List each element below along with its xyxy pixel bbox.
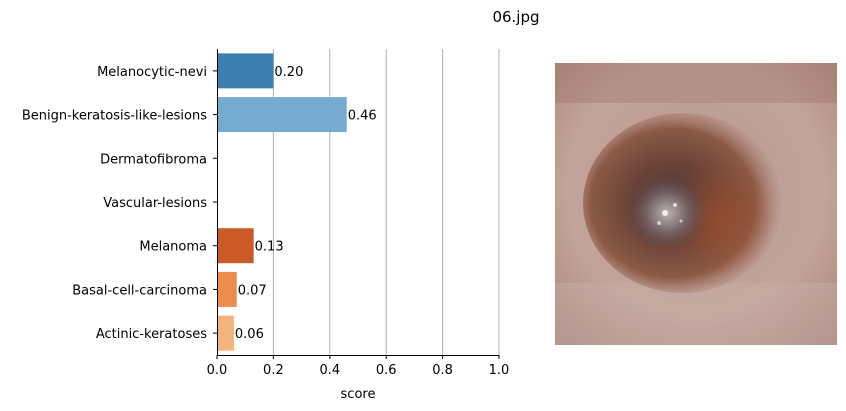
category-label: Benign-keratosis-like-lesions	[22, 109, 207, 124]
x-tick-label: 0.8	[432, 363, 453, 378]
category-label: Vascular-lesions	[103, 196, 207, 211]
lesion-photo-icon	[555, 63, 837, 345]
value-label: 0.13	[255, 240, 284, 255]
value-label: 0.06	[235, 327, 264, 342]
x-tick-label: 1.0	[489, 363, 510, 378]
category-label: Melanocytic-nevi	[97, 65, 207, 80]
x-tick-label: 0.4	[319, 363, 340, 378]
x-tick-label: 0.2	[263, 363, 284, 378]
grid-lines	[272, 49, 500, 355]
value-label: 0.46	[348, 109, 377, 124]
x-tick-label: 0.6	[376, 363, 397, 378]
figure-title: 06.jpg	[492, 8, 540, 26]
x-axis-label: score	[341, 387, 376, 402]
x-ticks: 0.0 0.2 0.4 0.6 0.8 1.0	[207, 355, 510, 378]
bar-basal-cell-carcinoma	[217, 271, 237, 307]
bar-benign-keratosis-like-lesions	[217, 97, 347, 133]
bar-actinic-keratoses	[217, 315, 234, 351]
category-label: Dermatofibroma	[100, 152, 207, 167]
category-label: Basal-cell-carcinoma	[72, 283, 207, 298]
bar-melanocytic-nevi	[217, 53, 274, 89]
value-label: 0.20	[274, 65, 303, 80]
bars	[217, 53, 347, 351]
bar-melanoma	[217, 228, 254, 264]
category-label: Melanoma	[139, 240, 207, 255]
bar-chart: 0.0 0.2 0.4 0.6 0.8 1.0 Melanocytic-nevi 0.20 B…	[22, 49, 510, 402]
value-label: 0.07	[238, 283, 267, 298]
skin-lesion-image	[555, 63, 837, 345]
category-label: Actinic-keratoses	[96, 327, 207, 342]
category-labels: Melanocytic-nevi 0.20 Benign-keratosis-lik…	[22, 65, 377, 342]
x-tick-label: 0.0	[207, 363, 228, 378]
axes	[217, 49, 499, 356]
